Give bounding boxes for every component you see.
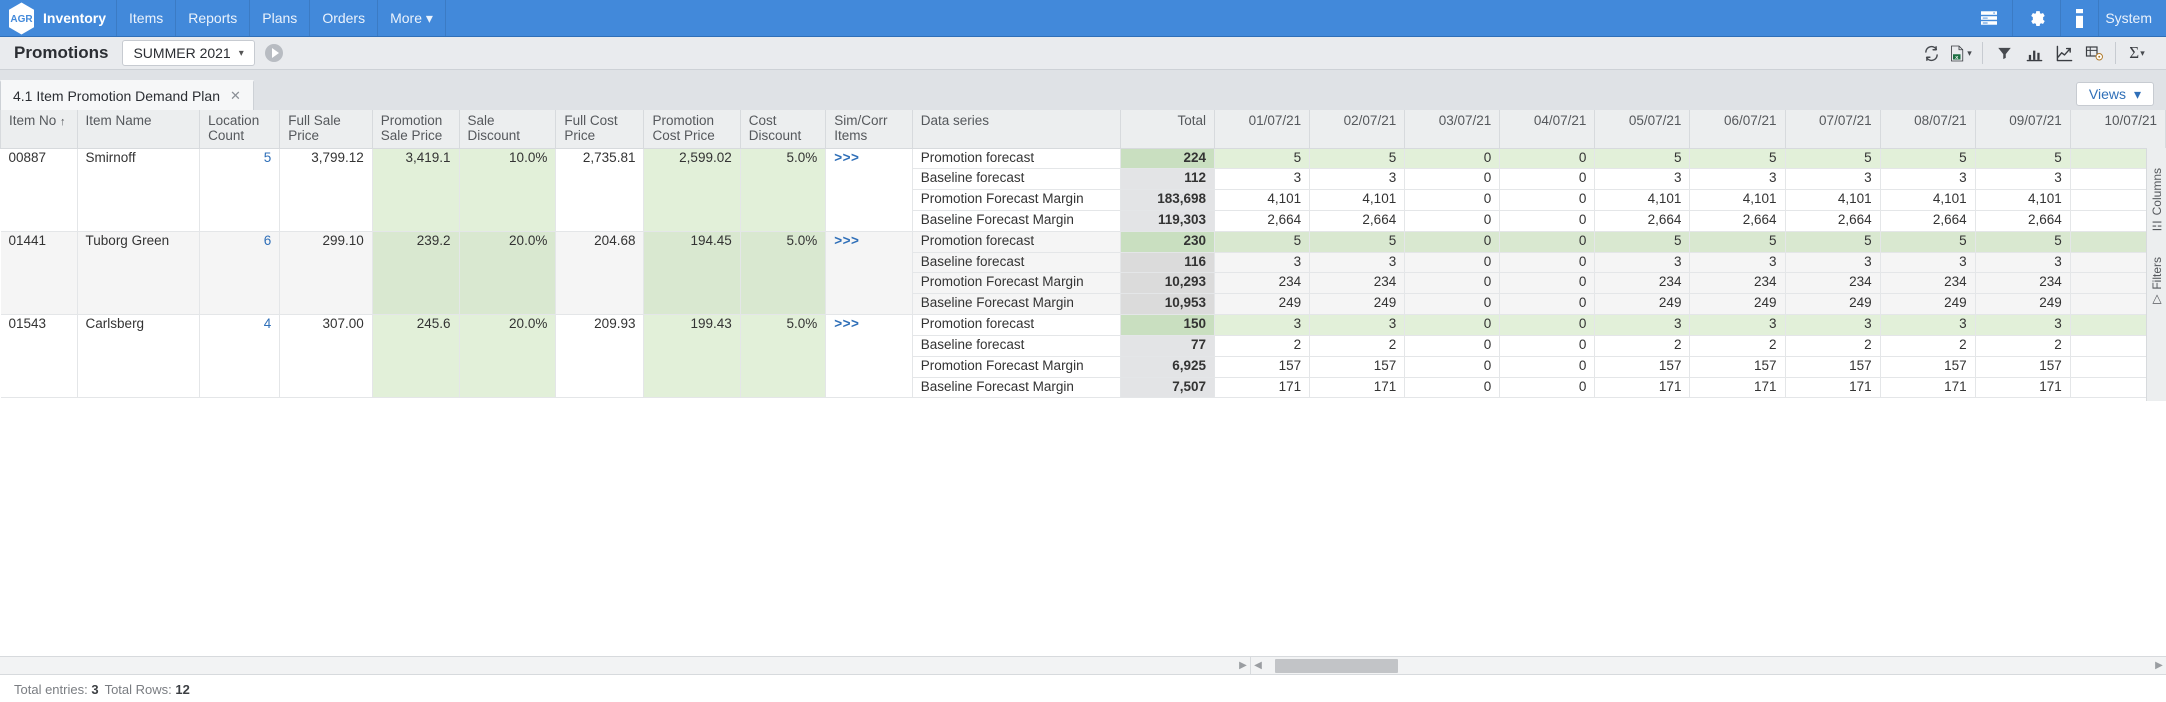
svg-text:AGR: AGR — [10, 14, 33, 25]
